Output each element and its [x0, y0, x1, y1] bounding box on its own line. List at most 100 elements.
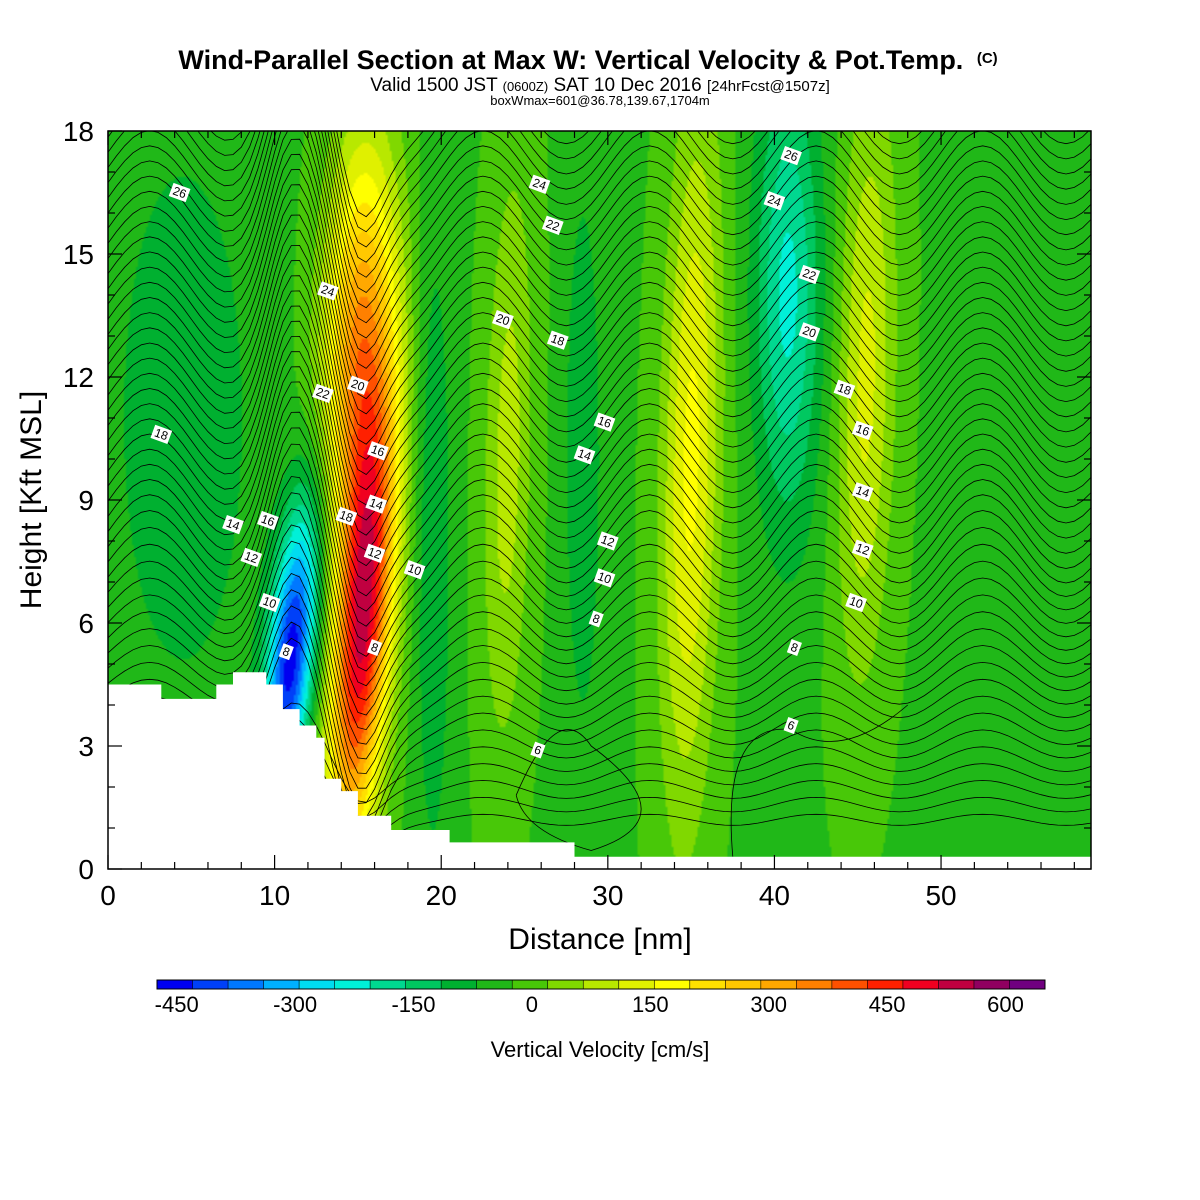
- theta-label-text: 18: [153, 426, 171, 444]
- theta-label: 16: [593, 412, 616, 432]
- theta-label-box: [222, 514, 244, 535]
- x-tick-label: 10: [259, 880, 290, 911]
- theta-label: 16: [257, 510, 279, 531]
- theta-contour-line: [108, 131, 1091, 354]
- theta-label-box: [347, 375, 369, 395]
- theta-label-box: [783, 717, 799, 734]
- theta-label: 18: [833, 379, 856, 399]
- theta-contour-line: [108, 320, 1091, 551]
- terrain: [108, 672, 1091, 869]
- colorbar-swatch: [1009, 980, 1046, 989]
- theta-contour-line: [108, 184, 1091, 415]
- theta-contour-line: [108, 637, 1091, 850]
- theta-contour-line: [197, 131, 1091, 233]
- theta-label-text: 26: [782, 147, 800, 165]
- theta-label: 20: [347, 375, 369, 395]
- theta-label-text: 24: [319, 282, 337, 300]
- colorbar-swatch: [228, 980, 264, 989]
- y-axis-label: Height [Kft MSL]: [15, 391, 48, 609]
- theta-label: 8: [278, 643, 294, 661]
- theta-label-text: 20: [801, 323, 819, 341]
- x-tick-label: 0: [100, 880, 116, 911]
- colorbar-swatch: [902, 980, 939, 989]
- theta-label-box: [588, 610, 604, 628]
- colorbar-swatch: [441, 980, 478, 989]
- theta-label-text: 26: [171, 184, 189, 202]
- colorbar-swatch: [831, 980, 868, 989]
- theta-label-box: [278, 643, 294, 661]
- theta-label-box: [528, 174, 551, 194]
- theta-label-box: [763, 191, 786, 211]
- theta-label: 26: [168, 182, 191, 203]
- colorbar-swatch: [405, 980, 442, 989]
- x-tick-label: 40: [759, 880, 790, 911]
- theta-label-box: [367, 441, 389, 461]
- theta-contour-line: [108, 305, 1091, 536]
- theta-label-text: 12: [599, 532, 617, 550]
- theta-label-box: [335, 506, 358, 527]
- theta-label-text: 8: [789, 640, 800, 656]
- theta-contour-line: [108, 396, 1091, 627]
- theta-label: 12: [596, 531, 619, 551]
- colorbar-frame: [156, 979, 1046, 990]
- colorbar-swatch: [796, 980, 833, 989]
- colorbar-tick-label: 300: [750, 992, 787, 1017]
- theta-label-box: [798, 322, 821, 342]
- theta-contour-line: [108, 131, 1091, 309]
- theta-contour-line: [108, 573, 1091, 789]
- theta-label-text: 14: [368, 495, 386, 513]
- theta-contour-line: [108, 169, 1091, 400]
- theta-contour-line: [108, 459, 1091, 687]
- colorbar-swatch: [157, 980, 193, 989]
- theta-label: 8: [786, 639, 802, 657]
- colorbar-swatch: [618, 980, 655, 989]
- theta-contour-line: [108, 621, 1091, 835]
- theta-label-box: [798, 264, 821, 285]
- theta-label: 22: [798, 264, 821, 285]
- x-ticks: 0 10 20 30 40 50: [100, 131, 1075, 911]
- theta-labels: 26 18 14 16 12 10 8 24 22 20 16 18 14 12 8 10 24 22 20 18 16…: [150, 145, 874, 759]
- theta-label-box: [258, 592, 281, 613]
- theta-label-text: 12: [243, 549, 261, 567]
- theta-label: 26: [780, 145, 802, 166]
- theta-contour-line: [108, 605, 1091, 819]
- subtitle-valid: Valid 1500 JST: [370, 75, 498, 96]
- colorbar-tick-label: 150: [632, 992, 669, 1017]
- colorbar-swatch: [299, 980, 335, 989]
- colorbar-title: Vertical Velocity [cm/s]: [491, 1037, 710, 1062]
- theta-label: 22: [541, 215, 564, 235]
- theta-contour-line: [108, 589, 1091, 804]
- theta-contour-line: [108, 275, 1091, 506]
- subtitle-utc: (0600Z): [503, 79, 549, 94]
- theta-contour-line: [108, 131, 1091, 278]
- theta-label-box: [845, 592, 867, 613]
- theta-contour-line: [108, 427, 1091, 657]
- theta-label-text: 8: [591, 611, 602, 627]
- chart-title: Wind-Parallel Section at Max W: Vertical…: [178, 45, 997, 75]
- theta-contour-line: [108, 351, 1091, 582]
- theta-label-text: 8: [369, 640, 380, 656]
- colorbar-swatch: [583, 980, 620, 989]
- theta-label-text: 10: [847, 594, 865, 612]
- theta-contour-line: [108, 260, 1091, 491]
- theta-label-box: [546, 330, 569, 350]
- subtitle-box: boxWmax=601@36.78,139.67,1704m: [490, 93, 710, 108]
- theta-label: 22: [312, 383, 334, 404]
- x-tick-label: 20: [426, 880, 457, 911]
- theta-label: 24: [763, 191, 786, 211]
- theta-contour-line: [108, 199, 1091, 430]
- colorbar-swatch: [334, 980, 371, 989]
- y-tick-label: 6: [78, 608, 94, 639]
- theta-label-text: 16: [596, 413, 614, 431]
- theta-label-text: 12: [366, 544, 384, 562]
- theta-label: 24: [528, 174, 551, 194]
- theta-label: 16: [367, 441, 389, 461]
- colorbar-tick-label: 600: [987, 992, 1024, 1017]
- theta-label: 14: [222, 514, 244, 535]
- theta-label-text: 18: [549, 331, 567, 349]
- theta-label-box: [317, 281, 339, 301]
- theta-label-text: 10: [596, 569, 614, 587]
- theta-label-text: 16: [854, 421, 872, 439]
- theta-label-box: [786, 639, 802, 657]
- theta-label: 20: [492, 309, 514, 330]
